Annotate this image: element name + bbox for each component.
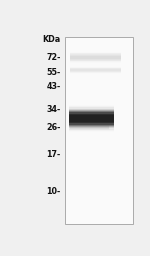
- Text: 34-: 34-: [46, 105, 61, 114]
- Bar: [70, 68, 121, 72]
- Text: 72-: 72-: [46, 53, 61, 62]
- Bar: [70, 52, 121, 63]
- Text: 10-: 10-: [46, 187, 61, 196]
- Bar: [70, 126, 110, 128]
- Bar: [69, 105, 114, 132]
- Bar: [69, 109, 114, 128]
- Bar: [70, 69, 121, 72]
- Bar: [70, 124, 110, 130]
- Bar: [70, 56, 121, 59]
- Bar: [69, 115, 114, 122]
- Bar: [69, 116, 114, 121]
- Bar: [69, 113, 114, 123]
- Bar: [70, 125, 110, 130]
- Bar: [70, 55, 121, 60]
- Text: 43-: 43-: [46, 82, 61, 91]
- Bar: [70, 69, 121, 71]
- Bar: [70, 53, 121, 62]
- Text: 17-: 17-: [46, 151, 61, 159]
- Text: 26-: 26-: [46, 123, 61, 132]
- Bar: [70, 67, 121, 73]
- Bar: [69, 106, 114, 131]
- Bar: [70, 125, 110, 129]
- Text: KDa: KDa: [42, 35, 61, 44]
- Bar: [65, 37, 133, 224]
- Bar: [70, 67, 121, 74]
- Bar: [69, 110, 114, 127]
- Bar: [69, 111, 114, 126]
- Bar: [70, 126, 110, 129]
- Bar: [70, 68, 121, 73]
- Bar: [70, 125, 110, 130]
- Text: 55-: 55-: [46, 68, 61, 77]
- Bar: [69, 107, 114, 130]
- Bar: [69, 112, 114, 125]
- Bar: [70, 54, 121, 61]
- Bar: [70, 54, 121, 60]
